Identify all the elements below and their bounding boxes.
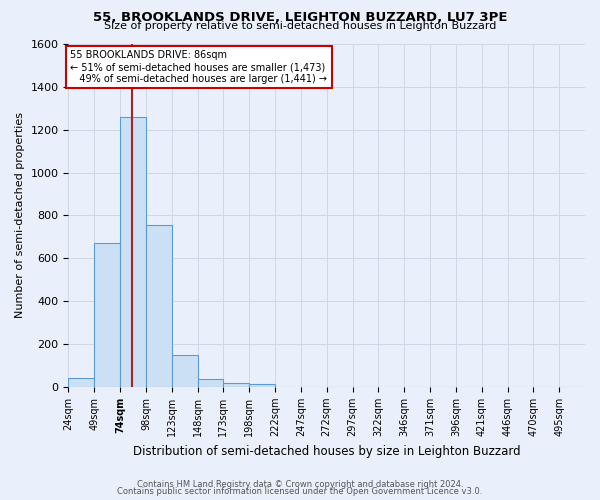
Bar bbox=[120, 117, 146, 387]
Bar bbox=[223, 382, 249, 387]
Text: 55 BROOKLANDS DRIVE: 86sqm
← 51% of semi-detached houses are smaller (1,473)
   : 55 BROOKLANDS DRIVE: 86sqm ← 51% of semi… bbox=[70, 50, 328, 84]
Text: Contains public sector information licensed under the Open Government Licence v3: Contains public sector information licen… bbox=[118, 487, 482, 496]
Bar bbox=[197, 380, 223, 387]
Text: Size of property relative to semi-detached houses in Leighton Buzzard: Size of property relative to semi-detach… bbox=[104, 21, 496, 31]
Bar bbox=[249, 384, 275, 387]
Bar bbox=[146, 225, 172, 387]
Bar bbox=[68, 378, 94, 387]
Bar bbox=[94, 244, 120, 387]
X-axis label: Distribution of semi-detached houses by size in Leighton Buzzard: Distribution of semi-detached houses by … bbox=[133, 444, 521, 458]
Bar bbox=[172, 355, 197, 387]
Y-axis label: Number of semi-detached properties: Number of semi-detached properties bbox=[15, 112, 25, 318]
Text: 55, BROOKLANDS DRIVE, LEIGHTON BUZZARD, LU7 3PE: 55, BROOKLANDS DRIVE, LEIGHTON BUZZARD, … bbox=[93, 11, 507, 24]
Text: Contains HM Land Registry data © Crown copyright and database right 2024.: Contains HM Land Registry data © Crown c… bbox=[137, 480, 463, 489]
